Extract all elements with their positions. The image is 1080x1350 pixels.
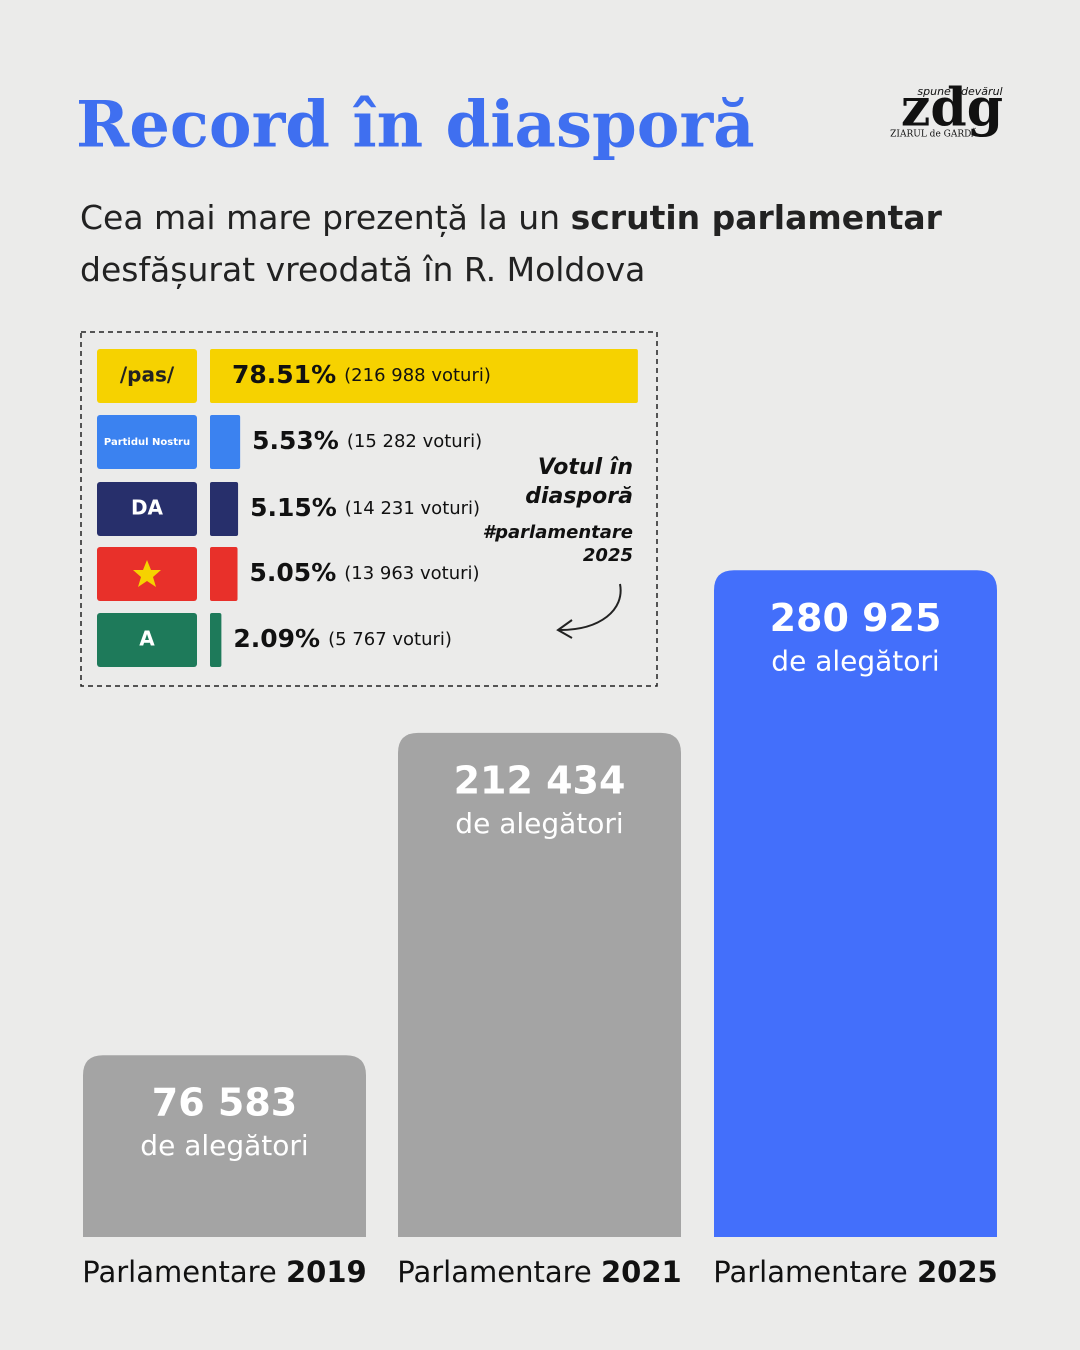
value-label: 5.53% (252, 426, 339, 455)
bar (83, 1055, 366, 1237)
bar (210, 613, 222, 667)
annotation: #parlamentare (483, 522, 633, 543)
bar (210, 547, 238, 601)
inset-frame (80, 331, 658, 687)
category-year: 2021 (601, 1255, 682, 1289)
x-tick-label: Parlamentare 2021 (397, 1255, 681, 1289)
logo-tagline: spune adevărul (917, 85, 1002, 98)
party-logo-star (133, 560, 161, 587)
x-tick-label: Parlamentare 2025 (713, 1255, 997, 1289)
value-unit: de alegători (140, 1129, 308, 1162)
vote-label: (14 231 voturi) (345, 498, 480, 519)
value-unit: de alegători (455, 807, 623, 840)
party-logo-text: DA (131, 496, 164, 520)
vote-label: (5 767 voturi) (328, 629, 452, 650)
logo: zdg (901, 78, 1003, 139)
party-logo-text: A (139, 627, 155, 651)
bar (210, 349, 638, 403)
category-prefix: Parlamentare (82, 1255, 276, 1289)
annotation: diasporă (525, 484, 633, 509)
subtitle-text: desfășurat vreodată în R. Moldova (80, 250, 646, 289)
party-logo-text: /pas/ (120, 363, 175, 387)
bar (210, 415, 241, 469)
value-label: 5.15% (250, 493, 337, 522)
bar (210, 482, 239, 536)
x-tick-label: Parlamentare 2019 (82, 1255, 366, 1289)
value-unit: de alegători (771, 644, 939, 677)
value-label: 76 583 (152, 1081, 297, 1125)
vote-label: (216 988 voturi) (344, 365, 491, 386)
value-label: 280 925 (770, 596, 942, 640)
annotation: 2025 (583, 545, 633, 566)
bar (714, 570, 997, 1237)
party-logo (97, 349, 197, 403)
party-logo-text: Partidul Nostru (104, 437, 190, 448)
title: Record în diasporă (76, 88, 755, 163)
arrow (556, 583, 622, 639)
value-label: 5.05% (250, 558, 337, 587)
bar (398, 732, 681, 1237)
vote-label: (15 282 voturi) (347, 431, 482, 452)
subtitle: Cea mai mare prezență la un scrutin parl… (80, 192, 980, 296)
annotation: Votul în (538, 455, 633, 480)
category-year: 2019 (286, 1255, 367, 1289)
category-prefix: Parlamentare (397, 1255, 591, 1289)
party-logo (97, 482, 197, 536)
logo-publication: ZIARUL de GARDĂ (890, 128, 978, 140)
value-label: 78.51% (232, 360, 336, 389)
party-logo (97, 613, 197, 667)
subtitle-bold: scrutin parlamentar (570, 198, 942, 237)
category-prefix: Parlamentare (713, 1255, 907, 1289)
party-logo (97, 415, 197, 469)
value-label: 212 434 (454, 758, 626, 802)
category-year: 2025 (917, 1255, 998, 1289)
value-label: 2.09% (233, 624, 320, 653)
subtitle-text: Cea mai mare prezență la un (80, 198, 561, 237)
vote-label: (13 963 voturi) (344, 563, 479, 584)
